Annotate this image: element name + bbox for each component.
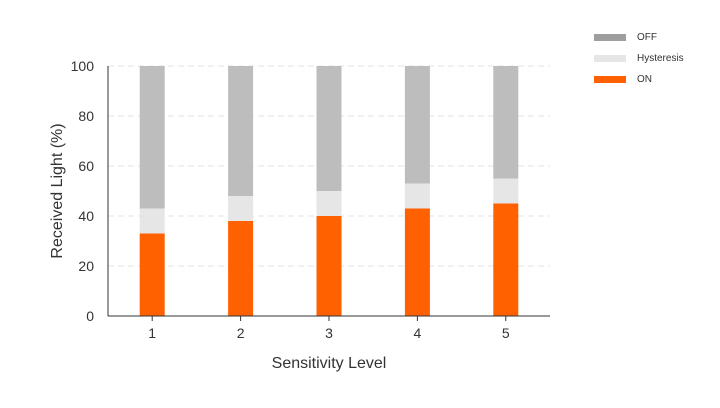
y-tick-label: 20 <box>78 258 94 274</box>
legend-swatch-off <box>594 34 626 41</box>
legend-swatch-hysteresis <box>594 55 626 62</box>
x-tick-label: 3 <box>325 325 333 341</box>
x-tick-labels: 1 2 3 4 5 <box>148 316 510 341</box>
legend-label-on: ON <box>637 74 652 85</box>
x-axis-title: Sensitivity Level <box>272 355 387 372</box>
y-tick-label: 100 <box>71 58 95 74</box>
legend-label-off: OFF <box>637 32 657 43</box>
bar-on-3 <box>316 216 342 316</box>
bar-hysteresis-5 <box>493 178 519 204</box>
x-tick-label: 1 <box>148 325 156 341</box>
bars <box>139 66 519 316</box>
x-tick-label: 2 <box>237 325 245 341</box>
y-tick-labels: 0 20 40 60 80 100 <box>71 58 95 324</box>
y-tick-label: 40 <box>78 208 94 224</box>
bar-off-4 <box>404 66 430 184</box>
bar-off-1 <box>139 66 165 209</box>
x-tick-label: 4 <box>414 325 422 341</box>
bar-off-3 <box>316 66 342 191</box>
bar-hysteresis-4 <box>404 183 430 209</box>
bar-on-2 <box>228 221 254 316</box>
y-tick-label: 60 <box>78 158 94 174</box>
y-tick-label: 80 <box>78 108 94 124</box>
bar-hysteresis-2 <box>228 196 254 221</box>
legend: OFF Hysteresis ON <box>594 32 684 85</box>
legend-label-hysteresis: Hysteresis <box>637 53 684 64</box>
y-axis-title: Received Light (%) <box>49 123 66 258</box>
bar-hysteresis-3 <box>316 191 342 216</box>
bar-off-2 <box>228 66 254 196</box>
bar-hysteresis-1 <box>139 208 165 234</box>
legend-swatch-on <box>594 76 626 83</box>
bar-on-1 <box>139 233 165 316</box>
x-tick-label: 5 <box>502 325 510 341</box>
bar-off-5 <box>493 66 519 179</box>
bar-on-4 <box>404 208 430 316</box>
y-tick-label: 0 <box>86 308 94 324</box>
bar-on-5 <box>493 203 519 316</box>
